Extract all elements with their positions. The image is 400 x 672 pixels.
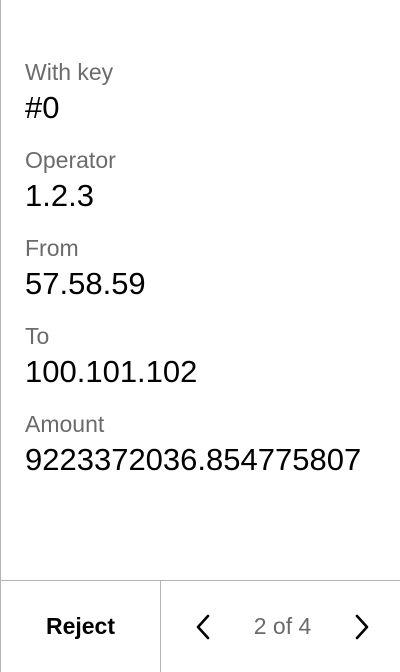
amount-value: 9223372036.854775807: [25, 442, 362, 477]
to-label: To: [25, 323, 50, 349]
to-value: 100.101.102: [25, 354, 198, 389]
reject-button[interactable]: Reject: [1, 581, 161, 672]
operator-label: Operator: [25, 147, 116, 173]
chevron-left-icon: [196, 614, 210, 639]
from-value: 57.58.59: [25, 266, 146, 301]
chevron-right-icon: [355, 614, 369, 639]
footer-bar: Reject 2 of 4: [1, 580, 400, 672]
with-key-label: With key: [25, 59, 114, 85]
transaction-fields: With key #0 Operator 1.2.3 From 57.58.59…: [25, 55, 382, 496]
next-page-button[interactable]: [350, 607, 374, 647]
previous-page-button[interactable]: [191, 607, 215, 647]
operator-value: 1.2.3: [25, 178, 94, 213]
pager: 2 of 4: [161, 581, 400, 672]
from-label: From: [25, 235, 79, 261]
page-indicator: 2 of 4: [253, 613, 312, 639]
amount-label: Amount: [25, 411, 105, 437]
with-key-value: #0: [25, 90, 60, 125]
